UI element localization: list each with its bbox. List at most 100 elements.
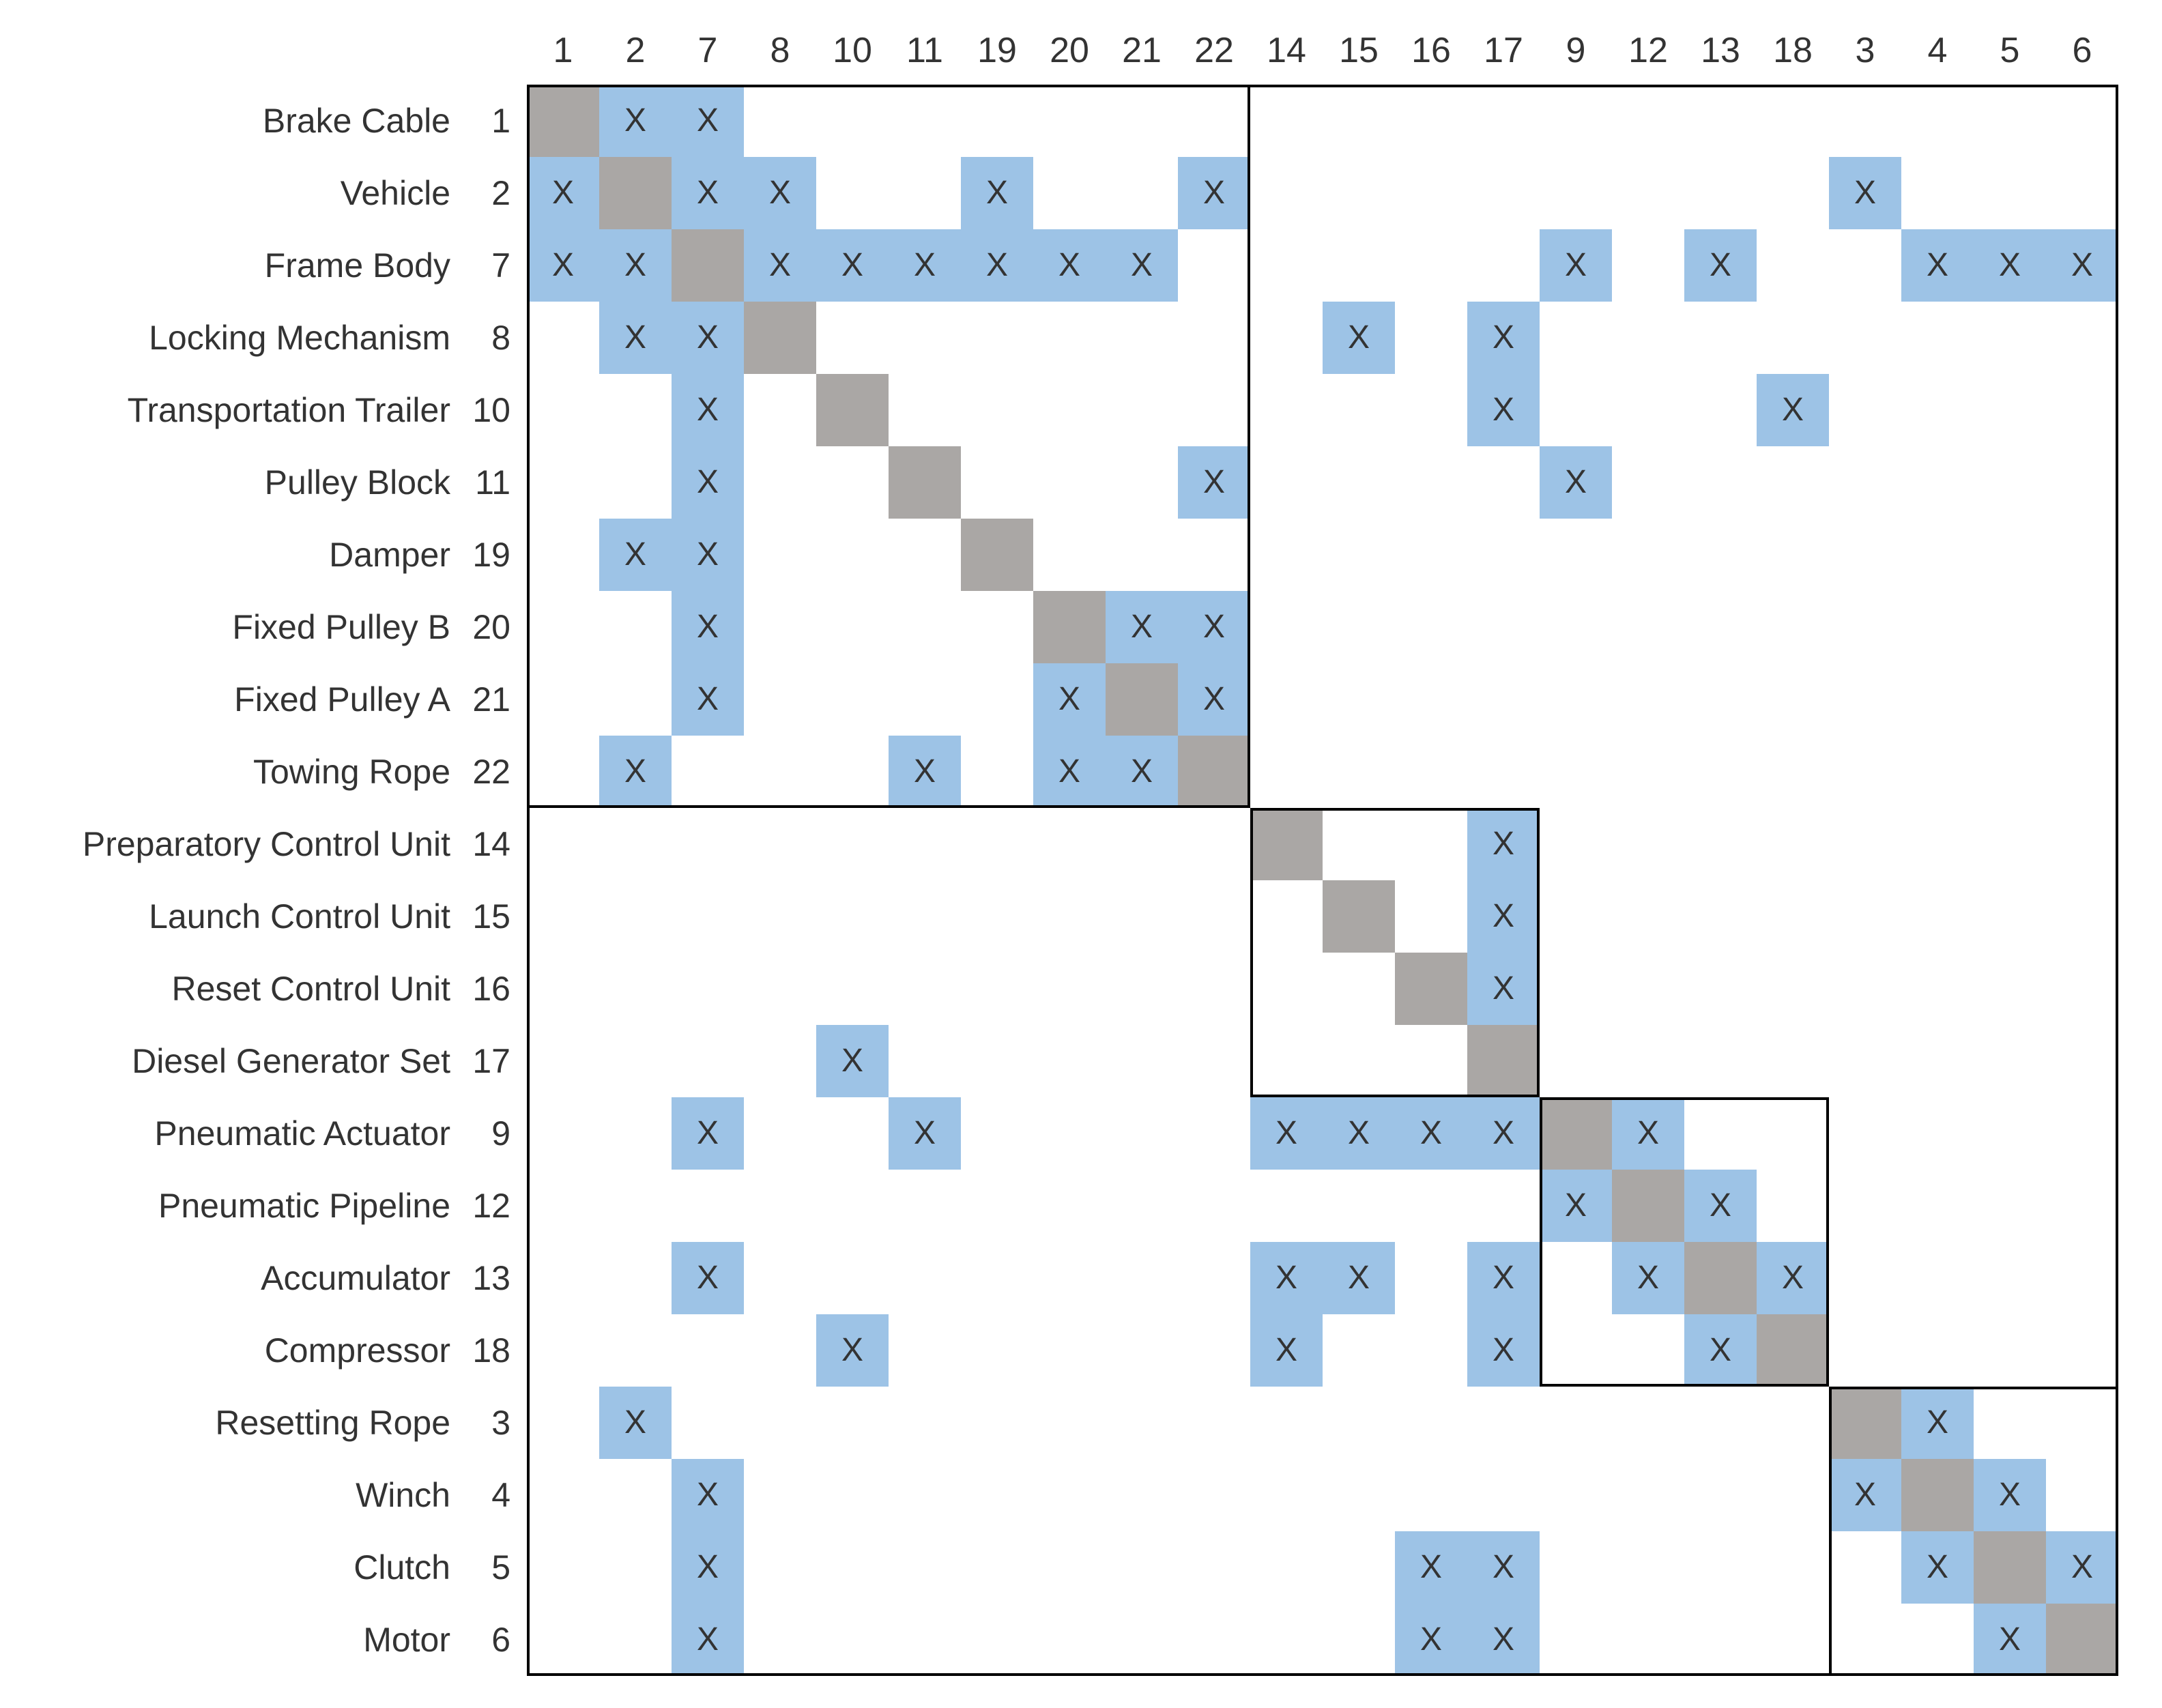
dependency-cell: X xyxy=(1033,229,1106,302)
row-label-name: Clutch xyxy=(354,1548,450,1587)
row-label-number: 6 xyxy=(491,1621,510,1659)
diagonal-cell xyxy=(1178,736,1250,808)
diagonal-cell xyxy=(2046,1604,2118,1676)
row-label-number: 20 xyxy=(472,608,510,646)
diagonal-cell xyxy=(1684,1242,1757,1314)
row-label-name: Frame Body xyxy=(264,246,450,285)
column-label: 9 xyxy=(1566,31,1586,70)
row-label-name: Transportation Trailer xyxy=(127,391,450,429)
dependency-cell: X xyxy=(1395,1531,1467,1604)
column-label: 12 xyxy=(1628,31,1668,70)
row-label-name: Pneumatic Pipeline xyxy=(158,1187,450,1225)
column-label: 2 xyxy=(625,31,646,70)
dependency-cell: X xyxy=(1178,157,1250,229)
column-label: 17 xyxy=(1484,31,1523,70)
dependency-cell: X xyxy=(961,229,1033,302)
row-label-name: Resetting Rope xyxy=(215,1404,450,1442)
column-label: 19 xyxy=(977,31,1017,70)
column-label: 16 xyxy=(1411,31,1451,70)
dependency-cell: X xyxy=(672,1242,744,1314)
row-label-name: Vehicle xyxy=(340,174,450,212)
row-label-name: Compressor xyxy=(264,1331,450,1370)
diagonal-cell xyxy=(1106,663,1178,736)
diagonal-cell xyxy=(1250,808,1323,880)
row-label-number: 4 xyxy=(491,1476,510,1514)
diagonal-cell xyxy=(527,85,599,157)
row-label-number: 9 xyxy=(491,1114,510,1153)
dependency-cell: X xyxy=(1974,229,2046,302)
row-label-name: Towing Rope xyxy=(253,753,450,791)
row-label-number: 5 xyxy=(491,1548,510,1587)
dependency-cell: X xyxy=(961,157,1033,229)
row-label-name: Preparatory Control Unit xyxy=(82,825,450,863)
dependency-cell: X xyxy=(1250,1314,1323,1387)
dependency-cell: X xyxy=(1612,1242,1684,1314)
diagonal-cell xyxy=(1540,1097,1612,1170)
diagonal-cell xyxy=(1467,1025,1540,1097)
row-label-number: 12 xyxy=(472,1187,510,1225)
diagonal-cell xyxy=(889,446,961,519)
dependency-cell: X xyxy=(1033,663,1106,736)
column-label: 11 xyxy=(906,31,943,70)
dependency-cell: X xyxy=(672,85,744,157)
dependency-cell: X xyxy=(816,229,889,302)
dependency-cell: X xyxy=(1684,1170,1757,1242)
dependency-cell: X xyxy=(1540,229,1612,302)
dependency-cell: X xyxy=(1323,302,1395,374)
row-label-number: 1 xyxy=(491,102,510,140)
column-label: 6 xyxy=(2072,31,2092,70)
row-label-name: Brake Cable xyxy=(262,102,450,140)
row-label-number: 15 xyxy=(472,897,510,936)
dependency-cell: X xyxy=(1178,446,1250,519)
dependency-cell: X xyxy=(672,1097,744,1170)
row-label-name: Pulley Block xyxy=(264,463,450,502)
row-label-number: 17 xyxy=(472,1042,510,1080)
dependency-cell: X xyxy=(1467,1242,1540,1314)
dependency-cell: X xyxy=(1467,1314,1540,1387)
dependency-cell: X xyxy=(599,1387,672,1459)
dependency-cell: X xyxy=(1033,736,1106,808)
dependency-cell: X xyxy=(1829,157,1901,229)
dependency-cell: X xyxy=(1323,1097,1395,1170)
dependency-cell: X xyxy=(1178,591,1250,663)
dependency-cell: X xyxy=(672,374,744,446)
row-label-number: 16 xyxy=(472,970,510,1008)
dependency-cell: X xyxy=(672,591,744,663)
column-label: 8 xyxy=(770,31,790,70)
dependency-cell: X xyxy=(1250,1242,1323,1314)
row-label-number: 18 xyxy=(472,1331,510,1370)
diagonal-cell xyxy=(672,229,744,302)
dependency-cell: X xyxy=(1684,1314,1757,1387)
dependency-cell: X xyxy=(599,736,672,808)
dependency-cell: X xyxy=(1974,1459,2046,1531)
diagonal-cell xyxy=(744,302,816,374)
dependency-cell: X xyxy=(2046,1531,2118,1604)
dependency-cell: X xyxy=(744,229,816,302)
dependency-cell: X xyxy=(672,446,744,519)
column-label: 13 xyxy=(1701,31,1740,70)
row-label-name: Fixed Pulley A xyxy=(234,680,450,719)
diagonal-cell xyxy=(1829,1387,1901,1459)
column-label: 18 xyxy=(1773,31,1813,70)
dependency-cell: X xyxy=(599,302,672,374)
dependency-cell: X xyxy=(889,229,961,302)
row-label-number: 22 xyxy=(472,753,510,791)
dependency-cell: X xyxy=(672,1531,744,1604)
dependency-cell: X xyxy=(1323,1242,1395,1314)
column-label: 22 xyxy=(1194,31,1234,70)
dependency-cell: X xyxy=(1612,1097,1684,1170)
dependency-cell: X xyxy=(1901,1387,1974,1459)
row-label-number: 11 xyxy=(475,463,510,502)
dependency-cell: X xyxy=(1467,953,1540,1025)
row-label-number: 8 xyxy=(491,319,510,357)
row-label-number: 3 xyxy=(491,1404,510,1442)
column-label: 4 xyxy=(1927,31,1948,70)
column-label: 1 xyxy=(553,31,573,70)
column-label: 14 xyxy=(1267,31,1306,70)
dependency-cell: X xyxy=(1395,1097,1467,1170)
dependency-cell: X xyxy=(672,663,744,736)
dependency-cell: X xyxy=(1395,1604,1467,1676)
dependency-cell: X xyxy=(1467,1604,1540,1676)
diagonal-cell xyxy=(599,157,672,229)
